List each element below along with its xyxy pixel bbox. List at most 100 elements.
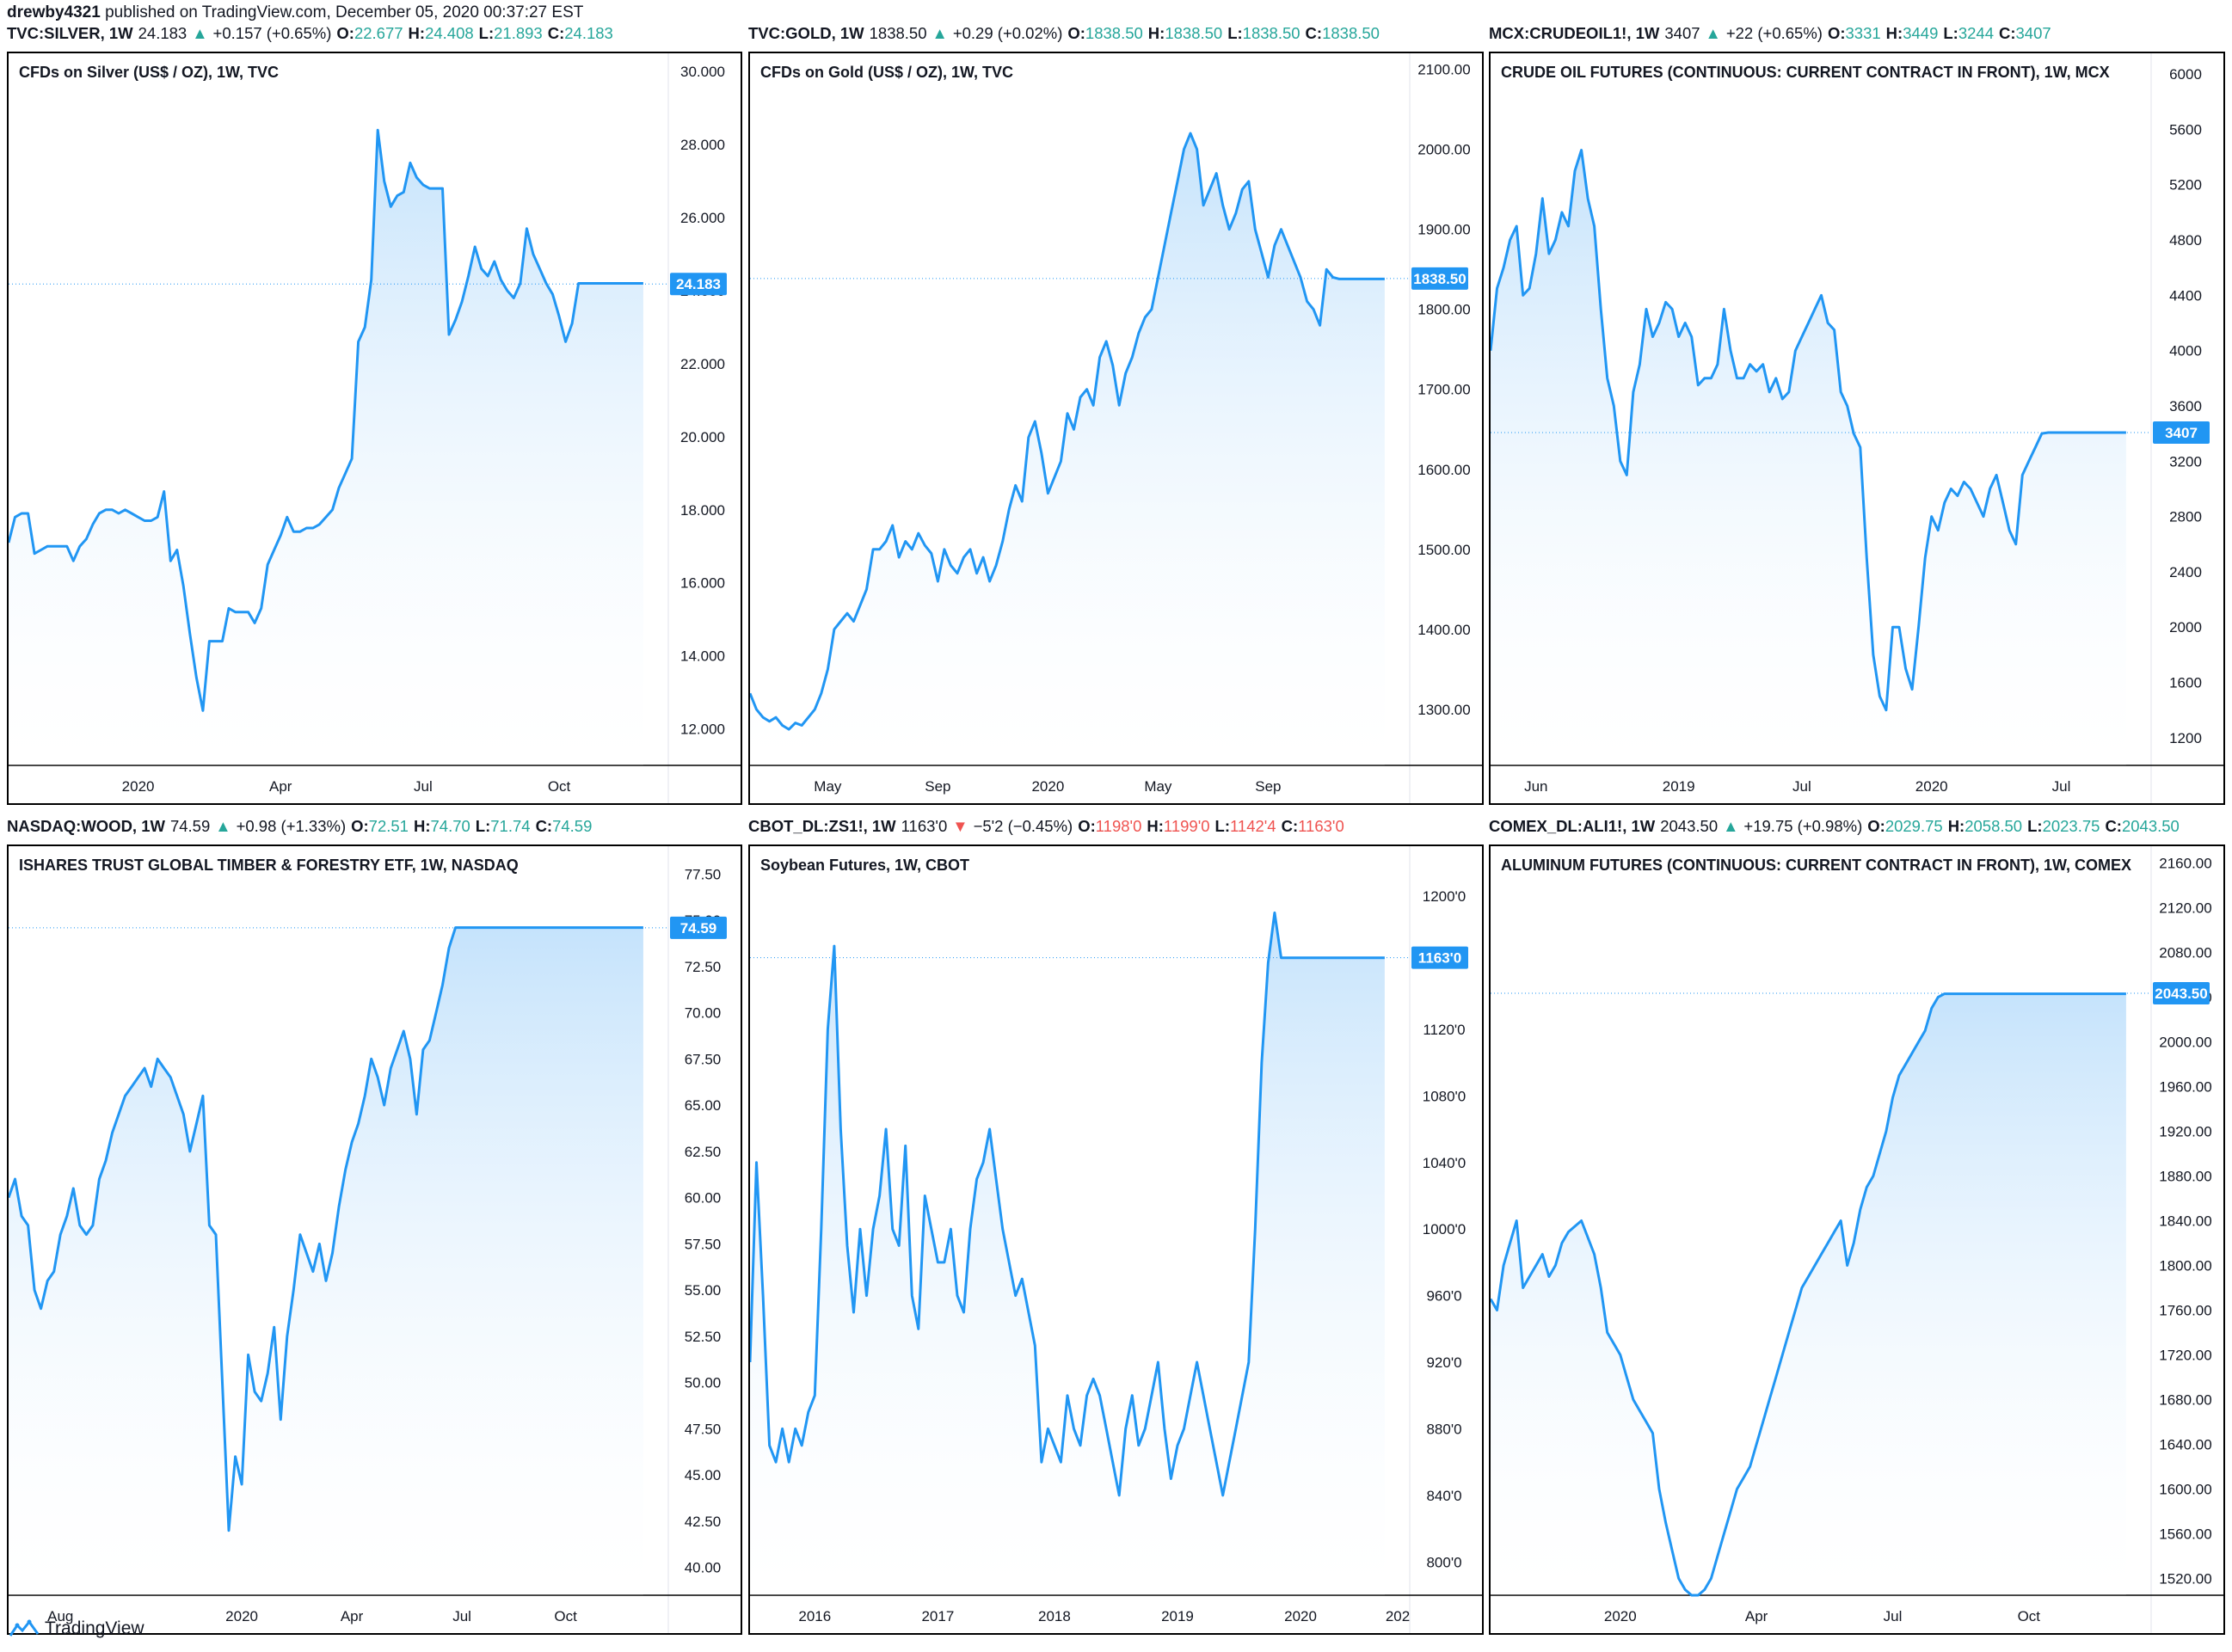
price-tag: 1838.50 (1411, 267, 1468, 290)
chart-frame[interactable]: 6000 5600 5200 4800 4400 4000 3600 3200 2800 2400… (1489, 52, 2225, 805)
high-value: 74.70 (430, 817, 470, 835)
last-price: 2043.50 (1660, 817, 1719, 835)
price-tag-text: 2043.50 (2155, 986, 2207, 1002)
last-price: 1838.50 (869, 24, 927, 42)
chart-canvas[interactable]: 2160.002120.002080.002040.002000.001960.… (1491, 846, 2223, 1633)
low-label: L: (475, 817, 491, 835)
low-label: L: (1214, 817, 1230, 835)
close-label: C: (547, 24, 565, 42)
chart-frame[interactable]: 30.00028.00026.00024.00022.00020.00018.0… (7, 52, 742, 805)
low-value: 3244 (1958, 24, 1994, 42)
chart-frame[interactable]: 1200'01160'01120'01080'01040'01000'0960'… (748, 844, 1484, 1635)
y-tick-label: 1840.00 (2159, 1213, 2211, 1230)
chart-panel[interactable]: COMEX_DL:ALI1!, 1W 2043.50 ▲ +19.75 (+0.98%… (1489, 817, 2225, 1635)
price-tag-bg (1411, 946, 1468, 969)
y-tick-label: 1120'0 (1423, 1022, 1465, 1038)
chart-title: Soybean Futures, 1W, CBOT (760, 857, 970, 874)
price-tag: 3407 (2153, 421, 2210, 445)
series-line[interactable] (750, 132, 1385, 731)
symbol-label: CBOT_DL:ZS1!, 1W (748, 817, 896, 835)
open-value: 1838.50 (1085, 24, 1143, 42)
y-tick-label: 14.000 (680, 648, 725, 665)
close-value: 3407 (2015, 24, 2051, 42)
price-tag-bg (670, 916, 727, 939)
y-tick-label: 1640.00 (2159, 1437, 2211, 1453)
chart-panel[interactable]: NASDAQ:WOOD, 1W 74.59 ▲ +0.98 (+1.33%) O:72.… (7, 817, 742, 1635)
y-tick-label: 50.00 (685, 1375, 722, 1391)
y-tick-label: 1500.00 (1417, 542, 1470, 558)
y-tick-label: 18.000 (680, 502, 725, 519)
chart-canvas[interactable]: 77.5075.0072.5070.0067.5065.0062.5060.00… (9, 846, 741, 1633)
open-label: O: (1867, 817, 1885, 835)
chart-panel[interactable]: TVC:SILVER, 1W 24.183 ▲ +0.157 (+0.65%) O:22… (7, 24, 742, 805)
chart-title: CRUDE OIL FUTURES (CONTINUOUS: CURRENT C… (1501, 64, 2110, 81)
chart-frame[interactable]: 2100.00 2000.00 1900.00 1800.00 1700.00 1600.… (748, 52, 1484, 805)
chart-canvas[interactable]: 1200'01160'01120'01080'01040'01000'0960'… (750, 846, 1482, 1633)
close-label: C: (1281, 817, 1299, 835)
price-tag-bg (2153, 981, 2210, 1004)
quote-bar: TVC:SILVER, 1W 24.183 ▲ +0.157 (+0.65%) O:22… (7, 24, 613, 48)
y-tick-label: 1200 (2169, 730, 2202, 746)
price-tag: 24.183 (670, 273, 727, 296)
y-tick-label: 67.50 (685, 1051, 722, 1067)
series-line[interactable] (1491, 149, 2126, 712)
chart-title: ALUMINUM FUTURES (CONTINUOUS: CURRENT CO… (1501, 857, 2131, 874)
y-tick-label: 70.00 (685, 1005, 722, 1022)
y-tick-label: 3200 (2169, 453, 2202, 470)
chart-canvas[interactable]: 2100.00 2000.00 1900.00 1800.00 1700.00 1600.… (750, 53, 1482, 803)
y-tick-label: 1300.00 (1417, 702, 1470, 718)
chart-panel[interactable]: CBOT_DL:ZS1!, 1W 1163'0 ▼ −5'2 (−0.45%) O:11… (748, 817, 1484, 1635)
low-label: L: (478, 24, 495, 42)
close-label: C: (2105, 817, 2122, 835)
author-name[interactable]: drewby4321 (7, 3, 101, 21)
symbol-label: TVC:SILVER, 1W (7, 24, 133, 42)
low-value: 21.893 (494, 24, 543, 42)
low-value: 1142'4 (1229, 817, 1276, 835)
y-tick-label: 1720.00 (2159, 1348, 2211, 1364)
high-label: H: (413, 817, 431, 835)
y-tick-label: 4000 (2169, 343, 2202, 359)
y-tick-label: 1600.00 (2159, 1482, 2211, 1498)
open-label: O: (1067, 24, 1085, 42)
chart-frame[interactable]: 2160.002120.002080.002040.002000.001960.… (1489, 844, 2225, 1635)
high-value: 1838.50 (1165, 24, 1223, 42)
series-line[interactable] (750, 911, 1385, 1497)
x-tick-label: 2016 (798, 1608, 831, 1624)
series-line[interactable] (1491, 992, 2126, 1597)
area-fill (9, 927, 643, 1595)
y-tick-label: 800'0 (1426, 1554, 1461, 1570)
chart-canvas[interactable]: 30.00028.00026.00024.00022.00020.00018.0… (9, 53, 741, 803)
chart-panel[interactable]: MCX:CRUDEOIL1!, 1W 3407 ▲ +22 (+0.65%) O:333… (1489, 24, 2225, 805)
area-fill (1491, 150, 2126, 765)
change-arrow-icon: ▲ (1705, 24, 1721, 42)
y-tick-label: 2000 (2169, 619, 2202, 636)
open-label: O: (351, 817, 369, 835)
area-fill (1491, 993, 2126, 1595)
y-tick-label: 28.000 (680, 137, 725, 153)
y-tick-label: 2800 (2169, 509, 2202, 525)
y-tick-label: 26.000 (680, 210, 725, 226)
close-value: 2043.50 (2121, 817, 2180, 835)
last-price: 3407 (1664, 24, 1700, 42)
series-line[interactable] (9, 926, 643, 1532)
last-price: 1163'0 (901, 817, 948, 835)
chart-canvas[interactable]: 6000 5600 5200 4800 4400 4000 3600 3200 2800 2400… (1491, 53, 2223, 803)
x-tick-label: Jul (1792, 778, 1811, 795)
high-label: H: (408, 24, 426, 42)
close-value: 74.59 (552, 817, 593, 835)
chart-frame[interactable]: 77.5075.0072.5070.0067.5065.0062.5060.00… (7, 844, 742, 1635)
open-label: O: (1827, 24, 1846, 42)
price-tag-bg (670, 273, 727, 296)
open-label: O: (1078, 817, 1096, 835)
y-tick-label: 57.50 (685, 1236, 722, 1252)
series-line[interactable] (9, 128, 643, 712)
price-tag-text: 3407 (2165, 425, 2198, 441)
low-value: 2023.75 (2042, 817, 2100, 835)
x-tick-label: Jul (2052, 778, 2071, 795)
chart-title: ISHARES TRUST GLOBAL TIMBER & FORESTRY E… (19, 857, 519, 874)
change-value: +0.98 (+1.33%) (236, 817, 347, 835)
tradingview-logo-icon[interactable] (9, 1618, 40, 1639)
close-label: C: (1305, 24, 1323, 42)
chart-panel[interactable]: TVC:GOLD, 1W 1838.50 ▲ +0.29 (+0.02%) O:1838… (748, 24, 1484, 805)
open-value: 2029.75 (1885, 817, 1943, 835)
